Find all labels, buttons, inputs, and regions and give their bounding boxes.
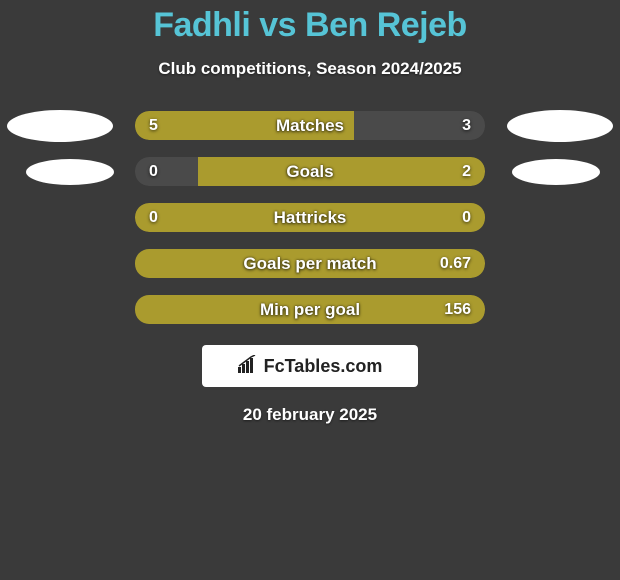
stat-bar: 0 Goals 2 xyxy=(135,157,485,186)
stat-label: Goals per match xyxy=(135,254,485,274)
stat-label: Hattricks xyxy=(135,208,485,228)
stat-row-goals-per-match: Goals per match 0.67 xyxy=(0,249,620,278)
stat-label: Min per goal xyxy=(135,300,485,320)
chart-icon xyxy=(238,355,260,378)
stat-bar: Min per goal 156 xyxy=(135,295,485,324)
page-subtitle: Club competitions, Season 2024/2025 xyxy=(158,59,461,79)
stat-right-value: 0 xyxy=(462,209,471,227)
stat-bar: Goals per match 0.67 xyxy=(135,249,485,278)
stat-row-matches: 5 Matches 3 xyxy=(0,111,620,140)
player-left-avatar-icon xyxy=(7,110,113,142)
stats-chart: 5 Matches 3 0 Goals 2 0 Hat xyxy=(0,111,620,341)
branding-label: FcTables.com xyxy=(264,356,383,377)
page-title: Fadhli vs Ben Rejeb xyxy=(153,6,467,45)
stat-label: Goals xyxy=(135,162,485,182)
stat-row-min-per-goal: Min per goal 156 xyxy=(0,295,620,324)
player-right-avatar-icon xyxy=(512,159,600,185)
stat-right-value: 0.67 xyxy=(440,255,471,273)
stat-bar: 5 Matches 3 xyxy=(135,111,485,140)
footer-date: 20 february 2025 xyxy=(243,405,377,425)
player-right-avatar-icon xyxy=(507,110,613,142)
stat-right-value: 2 xyxy=(462,163,471,181)
stat-label: Matches xyxy=(135,116,485,136)
comparison-card: Fadhli vs Ben Rejeb Club competitions, S… xyxy=(0,0,620,425)
stat-row-goals: 0 Goals 2 xyxy=(0,157,620,186)
stat-bar: 0 Hattricks 0 xyxy=(135,203,485,232)
branding-text: FcTables.com xyxy=(238,355,383,378)
player-left-avatar-icon xyxy=(26,159,114,185)
branding-badge[interactable]: FcTables.com xyxy=(202,345,418,387)
stat-row-hattricks: 0 Hattricks 0 xyxy=(0,203,620,232)
stat-right-value: 156 xyxy=(444,301,471,319)
stat-right-value: 3 xyxy=(462,117,471,135)
